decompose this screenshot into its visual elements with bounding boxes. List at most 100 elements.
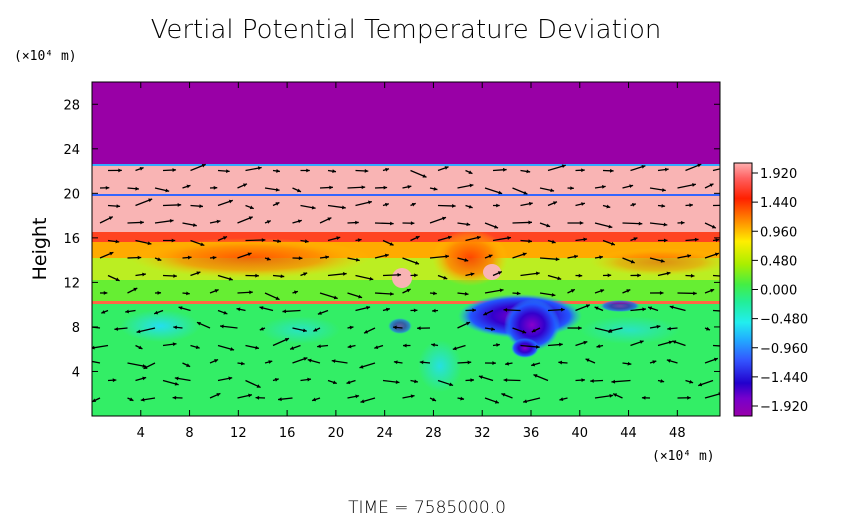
wind-vector-head [259,306,264,310]
wind-vector-head [410,394,415,399]
wind-vector-head [413,308,418,313]
wind-vector-head [526,169,531,174]
wind-vector-head [327,217,332,221]
wind-vector-head [297,219,302,224]
y-unit-label: (×10⁴ m) [14,49,77,64]
wind-vector-head [303,272,308,276]
wind-vector-head [266,220,271,224]
wind-vector-head [726,165,730,169]
wind-vector-head [522,252,527,257]
wind-vector-head [470,378,475,383]
wind-vector-head [407,185,412,189]
wind-vector-head [360,399,365,404]
warm-region-right [590,248,720,276]
wind-vector-head [109,251,114,256]
wind-vector-head [656,324,661,329]
wind-vector-head [317,311,322,315]
wind-vector-head [385,167,390,172]
wind-vector-head [415,236,420,240]
wind-vector-head [317,344,321,349]
wind-vector-head [499,288,504,293]
wind-vector-head [590,379,594,383]
wind-vector-head [278,397,282,402]
wind-vector-head [680,220,685,225]
wind-vector-head [266,256,271,261]
y-axis-label: Height [29,218,51,281]
wind-vector-head [148,198,153,203]
wind-vector-head [642,307,646,312]
wind-vector-head [608,328,613,333]
wind-vector-head [147,241,152,246]
wind-vector-head [494,224,499,229]
wind-vector-head [522,329,527,334]
wind-vector-head [639,340,644,344]
wind-vector [712,309,720,312]
wind-vector-head [550,188,555,193]
wind-vector-head [715,238,720,243]
cold-small-left [388,318,412,334]
wind-vector-head [154,310,159,315]
wind-vector-head [303,357,308,361]
wind-vector-head [195,345,200,349]
wind-vector-head [139,166,144,171]
wind-vector-head [240,361,245,366]
wind-vector-head [173,274,177,278]
wind-vector-head [464,291,469,296]
wind-vector-head [243,183,247,187]
wind-vector-head [223,310,228,315]
wind-vector-head [302,328,307,333]
wind-vector-head [313,327,318,332]
wind-vector-head [660,379,665,383]
wind-vector-head [709,183,714,188]
wind-vector-head [389,242,394,246]
wind-vector-head [306,168,310,173]
wind-vector-head [275,202,280,206]
wind-vector-head [282,309,287,314]
wind-vector-head [346,380,351,385]
wind-vector-head [503,378,508,383]
wind-vector-head [581,168,585,173]
wind-vector-head [228,199,233,204]
wind-vector-head [174,381,179,386]
wind-vector-head [125,309,129,314]
wind-vector-head [492,361,496,366]
wind-vector-head [578,326,582,330]
wind-vector-head [488,254,493,259]
wind-vector-head [213,185,218,190]
wind-vector-head [638,221,643,226]
wind-vector-head [706,326,711,331]
wind-vector-head [419,360,424,365]
wind-vector-head [411,202,416,207]
wind-vector-head [607,273,612,278]
wind-vector-head [140,220,144,225]
wind-vector-head [261,238,266,242]
x-tick-label: 8 [185,426,193,441]
wind-vector-head [118,168,122,173]
cold-anomaly-tail [511,338,539,358]
wind-vector-head [470,272,475,277]
wind-vector-head [535,344,540,349]
x-tick-label: 16 [279,426,296,441]
wind-vector-head [284,338,289,342]
wind-vector-head [249,290,253,295]
cyan-region-4 [580,316,680,344]
wind-vector-head [247,252,252,257]
cyan-region-3 [418,340,462,392]
wind-vector-head [186,184,191,189]
colorbar [733,162,753,417]
tropopause-line [92,301,720,304]
wind-vector-head [223,236,228,240]
wind-vector-head [452,204,456,208]
wind-vector-head [631,203,636,207]
wind-vector-head [355,394,360,399]
wind-vector-head [496,203,500,208]
x-tick-label: 12 [230,426,247,441]
x-tick-label: 28 [425,426,442,441]
wind-vector-head [395,380,400,384]
wind-vector-head [663,238,668,243]
wind-vector-head [585,304,590,308]
wind-vector-head [364,329,369,334]
wind-vector-head [666,359,671,363]
wind-vector-head [171,238,176,243]
wind-vector-head [138,345,143,350]
